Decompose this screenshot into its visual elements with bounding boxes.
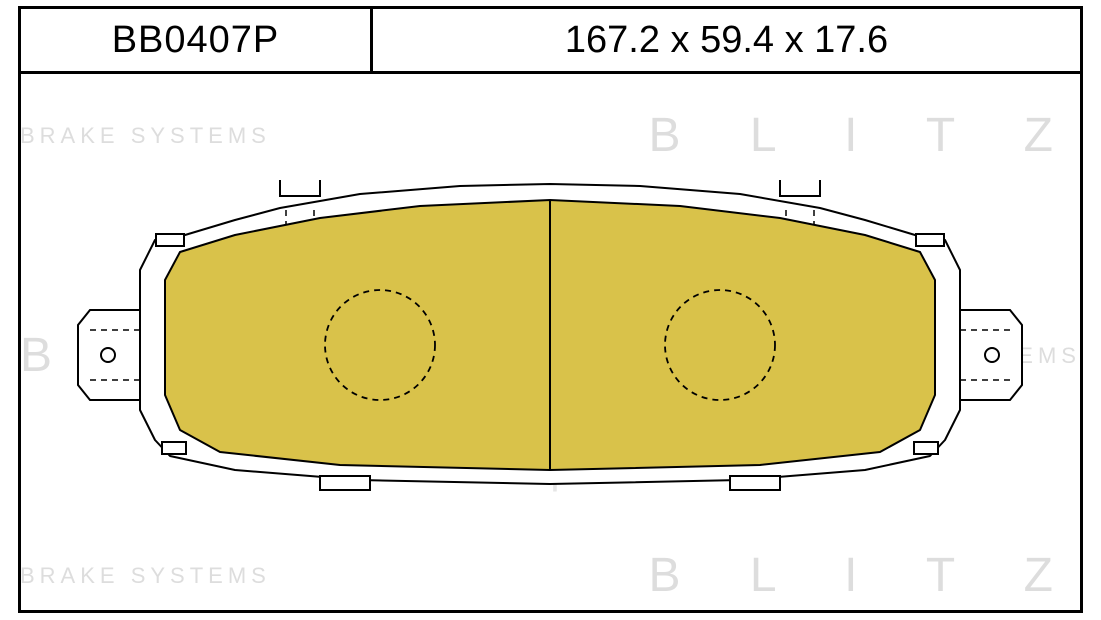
- dimensions: 167.2 x 59.4 x 17.6: [373, 9, 1080, 71]
- brake-pad-diagram: [60, 180, 1040, 520]
- part-number: BB0407P: [21, 9, 373, 71]
- header-row: BB0407P 167.2 x 59.4 x 17.6: [18, 6, 1083, 74]
